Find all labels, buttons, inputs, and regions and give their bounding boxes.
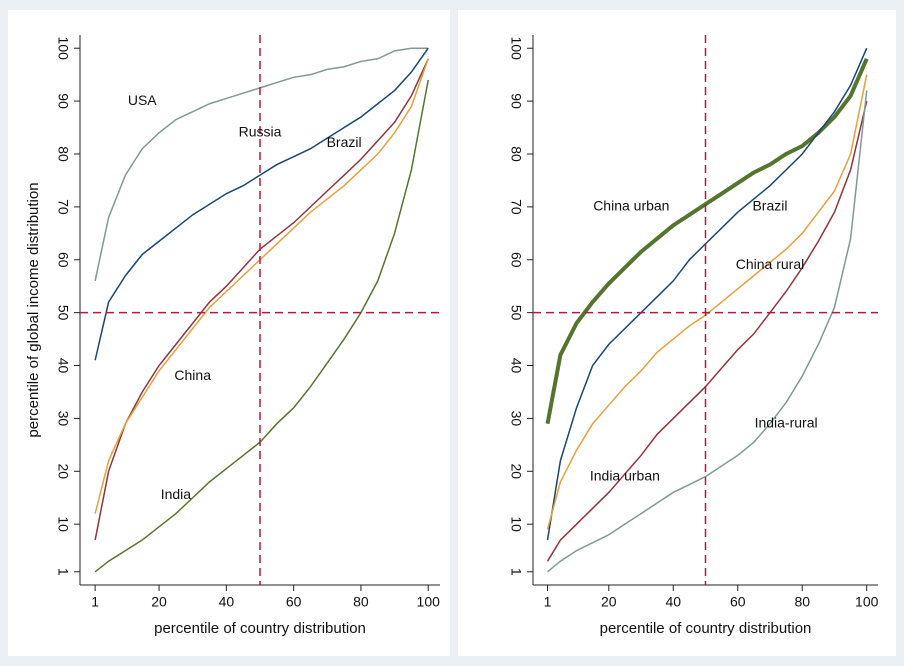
x-tick-label: 60 xyxy=(730,594,746,610)
y-tick-label: 60 xyxy=(508,252,524,268)
x-tick-label: 40 xyxy=(219,594,235,610)
x-tick-label: 80 xyxy=(353,594,369,610)
y-tick-label: 90 xyxy=(55,93,71,109)
series-line xyxy=(94,47,429,361)
series-label: India urban xyxy=(590,467,660,483)
y-tick-label: 10 xyxy=(508,516,524,532)
x-axis-title: percentile of country distribution xyxy=(154,620,366,637)
y-tick-label: 1 xyxy=(55,568,71,576)
y-tick-label: 20 xyxy=(508,464,524,480)
series-label: Brazil xyxy=(327,134,362,150)
y-tick-label: 100 xyxy=(55,37,71,61)
x-tick-label: 60 xyxy=(286,594,302,610)
y-tick-label: 1 xyxy=(508,568,524,576)
series-label: China xyxy=(174,367,211,383)
y-tick-label: 100 xyxy=(508,37,524,61)
panel xyxy=(8,10,450,656)
y-tick-label: 70 xyxy=(55,199,71,215)
x-tick-label: 20 xyxy=(151,594,167,610)
x-tick-label: 80 xyxy=(794,594,810,610)
y-tick-label: 80 xyxy=(508,146,524,162)
y-tick-label: 50 xyxy=(55,305,71,321)
y-tick-label: 50 xyxy=(508,305,524,321)
y-tick-label: 20 xyxy=(55,464,71,480)
x-tick-label: 40 xyxy=(665,594,681,610)
series-label: China rural xyxy=(736,256,804,272)
series-label: Brazil xyxy=(752,198,787,214)
x-tick-label: 1 xyxy=(544,594,552,610)
y-tick-label: 60 xyxy=(55,252,71,268)
series-label: India-rural xyxy=(755,414,818,430)
series-label: India xyxy=(161,486,192,502)
x-axis-title: percentile of country distribution xyxy=(600,620,812,637)
series-label: China urban xyxy=(593,198,669,214)
series-label: USA xyxy=(128,92,157,108)
y-tick-label: 30 xyxy=(508,411,524,427)
y-tick-label: 30 xyxy=(55,411,71,427)
series-label: Russia xyxy=(239,124,282,140)
y-axis-title: percentile of global income distribution xyxy=(25,182,42,437)
y-tick-label: 70 xyxy=(508,199,524,215)
x-tick-label: 100 xyxy=(855,594,879,610)
y-tick-label: 40 xyxy=(55,358,71,374)
y-tick-label: 40 xyxy=(508,358,524,374)
y-tick-label: 80 xyxy=(55,146,71,162)
y-tick-label: 90 xyxy=(508,93,524,109)
series-line xyxy=(547,90,868,573)
x-tick-label: 20 xyxy=(601,594,617,610)
y-tick-label: 10 xyxy=(55,516,71,532)
x-tick-label: 1 xyxy=(91,594,99,610)
x-tick-label: 100 xyxy=(417,594,441,610)
